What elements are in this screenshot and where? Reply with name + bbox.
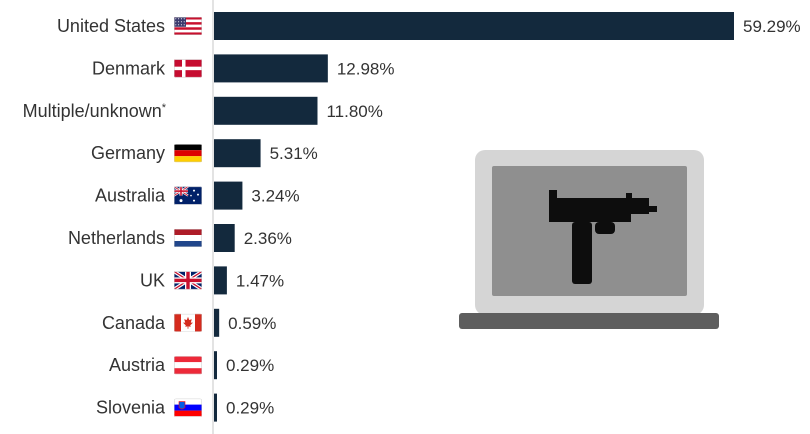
- bar-austria: [214, 351, 217, 380]
- category-label-denmark: Denmark: [92, 58, 166, 78]
- value-label-slovenia: 0.29%: [226, 399, 274, 418]
- canada-flag-icon: [174, 313, 202, 332]
- category-label-netherlands: Netherlands: [68, 228, 165, 248]
- australia-flag-icon: [174, 186, 202, 205]
- value-label-multiple-unknown: 11.80%: [326, 102, 382, 121]
- category-label-austria: Austria: [109, 355, 166, 375]
- submachine-gun-icon: [549, 190, 657, 284]
- category-label-multiple-unknown: Multiple/unknown*: [23, 101, 167, 121]
- values-layer: 59.29% 12.98% 11.80% 5.31% 3.24% 2.36% 1.47% 0.…: [226, 17, 801, 418]
- value-label-austria: 0.29%: [226, 356, 274, 375]
- austria-flag-icon: [174, 356, 202, 375]
- category-label-slovenia: Slovenia: [96, 398, 166, 418]
- flags-layer: [174, 17, 202, 417]
- uk-flag-icon: [174, 271, 202, 290]
- germany-flag-icon: [174, 144, 202, 163]
- value-label-australia: 3.24%: [251, 187, 299, 206]
- value-label-united-states: 59.29%: [743, 17, 801, 36]
- bar-multiple-unknown: [214, 96, 318, 125]
- category-label-uk: UK: [140, 270, 165, 290]
- bar-uk: [214, 266, 227, 295]
- laptop-base: [459, 313, 719, 329]
- bar-australia: [214, 181, 243, 210]
- bar-germany: [214, 139, 261, 168]
- value-label-germany: 5.31%: [270, 144, 318, 163]
- value-label-canada: 0.59%: [228, 314, 276, 333]
- bar-canada: [214, 308, 220, 337]
- denmark-flag-icon: [174, 59, 202, 78]
- bars-layer: [214, 12, 734, 422]
- category-label-canada: Canada: [102, 313, 166, 333]
- value-label-uk: 1.47%: [236, 271, 284, 290]
- bar-netherlands: [214, 224, 235, 252]
- category-label-united-states: United States: [57, 16, 165, 36]
- us-flag-icon: [174, 17, 202, 35]
- netherlands-flag-icon: [174, 229, 202, 247]
- bar-united-states: [214, 12, 734, 40]
- category-label-germany: Germany: [91, 143, 165, 163]
- value-label-netherlands: 2.36%: [244, 229, 292, 248]
- bar-denmark: [214, 54, 328, 83]
- bar-slovenia: [214, 393, 217, 422]
- value-label-denmark: 12.98%: [337, 59, 395, 78]
- category-label-australia: Australia: [95, 186, 166, 206]
- labels-layer: United States Denmark Multiple/unknown* Ger…: [23, 16, 167, 418]
- slovenia-flag-icon: [174, 398, 202, 417]
